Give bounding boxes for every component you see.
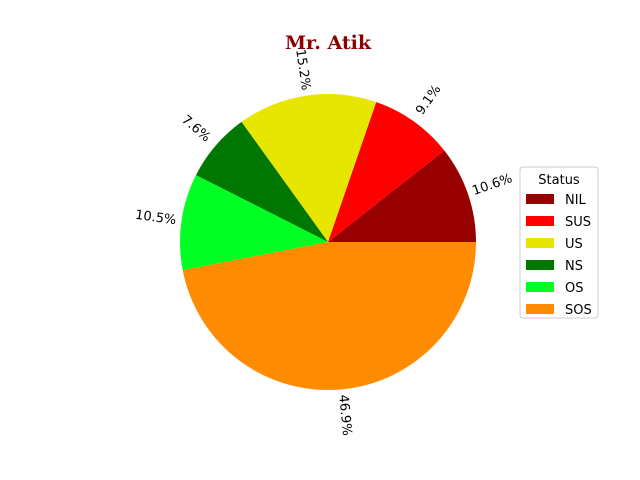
legend-label-os: OS (565, 281, 583, 296)
legend-swatch-nil (526, 194, 554, 204)
pct-label-os: 10.5% (134, 208, 177, 229)
legend-title: Status (538, 173, 580, 188)
legend-swatch-ns (526, 260, 554, 270)
pct-label-us: 15.2% (292, 48, 313, 91)
pct-label-nil: 10.6% (470, 171, 514, 199)
pie-slice-nil (328, 150, 476, 242)
pie-slice-us (241, 93, 377, 242)
legend-label-sos: SOS (565, 303, 592, 318)
legend-swatch-sus (526, 216, 554, 226)
legend: Status NIL SUS US NS OS SOS (519, 166, 599, 319)
legend-label-nil: NIL (565, 193, 587, 208)
pie-slice-sus (328, 102, 445, 242)
legend-items: NIL SUS US NS OS SOS (526, 193, 592, 318)
legend-frame (519, 166, 599, 319)
legend-label-us: US (565, 237, 583, 252)
pct-label-sos: 46.9% (335, 394, 354, 437)
pie-slice-ns (195, 121, 328, 242)
pie-slice-sos (182, 242, 477, 391)
legend-swatch-os (526, 282, 554, 292)
legend-swatch-us (526, 238, 554, 248)
pct-label-ns: 7.6% (178, 112, 213, 145)
legend-label-sus: SUS (565, 215, 591, 230)
legend-label-ns: NS (565, 259, 583, 274)
legend-swatch-sos (526, 304, 554, 314)
pie-slice-os (179, 175, 328, 271)
pct-label-sus: 9.1% (413, 82, 444, 118)
chart-title: Mr. Atik (285, 32, 372, 54)
pie-slices (179, 93, 477, 391)
